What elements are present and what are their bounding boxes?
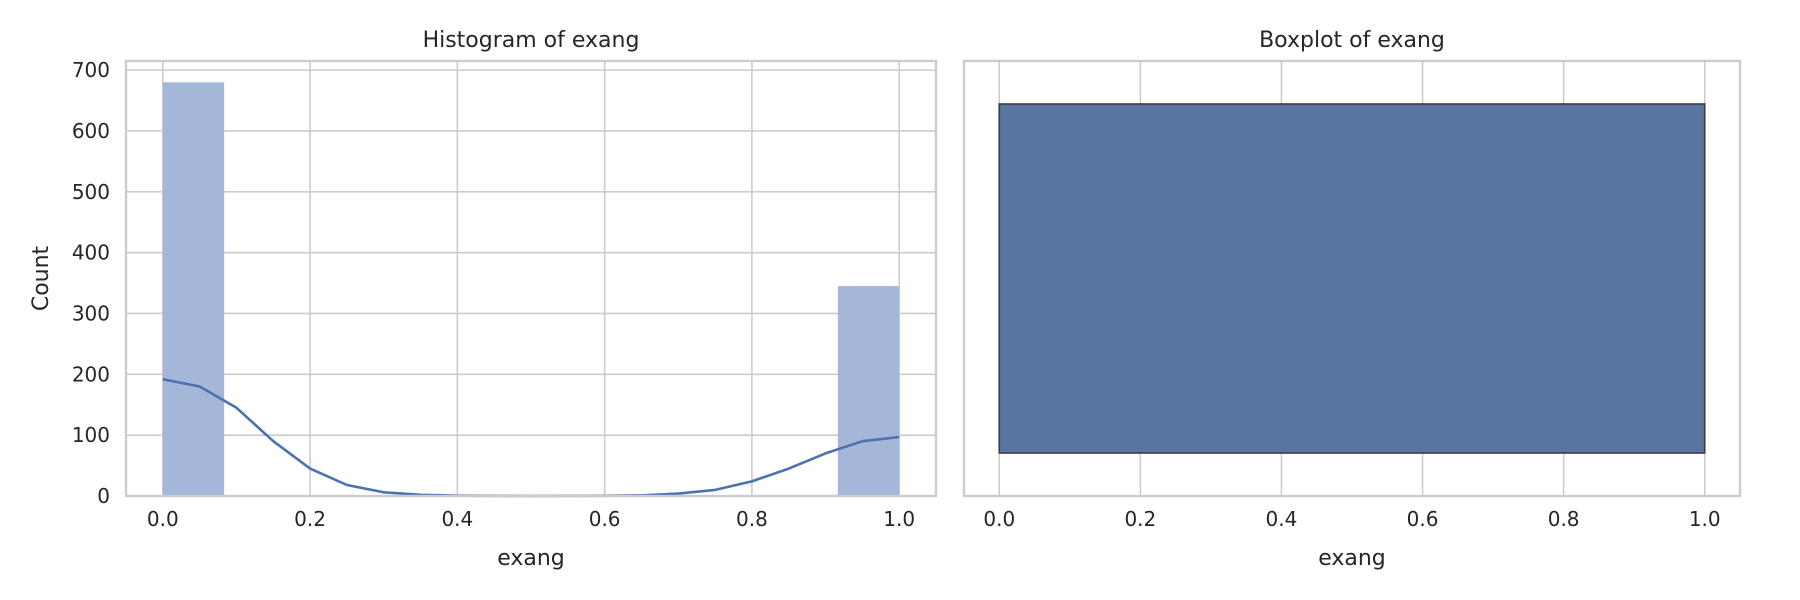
- boxplot-frame: [962, 59, 1742, 498]
- histogram-bar: [162, 82, 225, 497]
- boxplot-x-tick-label: 0.6: [1407, 507, 1439, 531]
- histogram-y-tick-label: 300: [72, 301, 110, 325]
- histogram-x-axis-label: exang: [497, 546, 565, 571]
- histogram-y-tick-label: 100: [72, 423, 110, 447]
- boxplot-x-tick-label: 0.2: [1124, 507, 1156, 531]
- boxplot-title: Boxplot of exang: [1259, 28, 1445, 53]
- box: [998, 103, 1706, 454]
- histogram-y-tick-label: 0: [97, 484, 110, 508]
- histogram-bar: [837, 286, 900, 496]
- boxplot-x-tick-label: 1.0: [1689, 507, 1721, 531]
- histogram-y-tick-label: 700: [72, 58, 110, 82]
- boxplot-x-tick-label: 0.4: [1266, 507, 1298, 531]
- histogram-y-tick-label: 500: [72, 180, 110, 204]
- kde-line: [162, 377, 900, 498]
- boxplot-x-tick-label: 0.0: [983, 507, 1015, 531]
- histogram-grid: [126, 61, 936, 497]
- histogram-y-axis-label: Count: [29, 245, 54, 311]
- histogram-x-tick-label: 0.2: [294, 507, 326, 531]
- histogram-title: Histogram of exang: [423, 28, 640, 53]
- boxplot-x-tick-label: 0.8: [1548, 507, 1580, 531]
- histogram-x-tick-label: 0.0: [147, 507, 179, 531]
- histogram-y-tick-label: 600: [72, 119, 110, 143]
- histogram-x-tick-label: 0.6: [589, 507, 621, 531]
- histogram-x-tick-label: 1.0: [883, 507, 915, 531]
- histogram-frame: [124, 59, 938, 498]
- histogram-panel: 0.0 0.2 0.4 0.6 0.8 1.0 0 100 200 300 400 500 600 700…: [29, 28, 938, 571]
- boxplot-x-axis-label: exang: [1318, 546, 1386, 571]
- histogram-x-tick-label: 0.4: [441, 507, 473, 531]
- histogram-y-tick-label: 200: [72, 362, 110, 386]
- histogram-x-tick-label: 0.8: [736, 507, 768, 531]
- boxplot-panel: 0.0 0.2 0.4 0.6 0.8 1.0 Boxplot of exang exang: [962, 28, 1742, 571]
- histogram-y-tick-label: 400: [72, 241, 110, 265]
